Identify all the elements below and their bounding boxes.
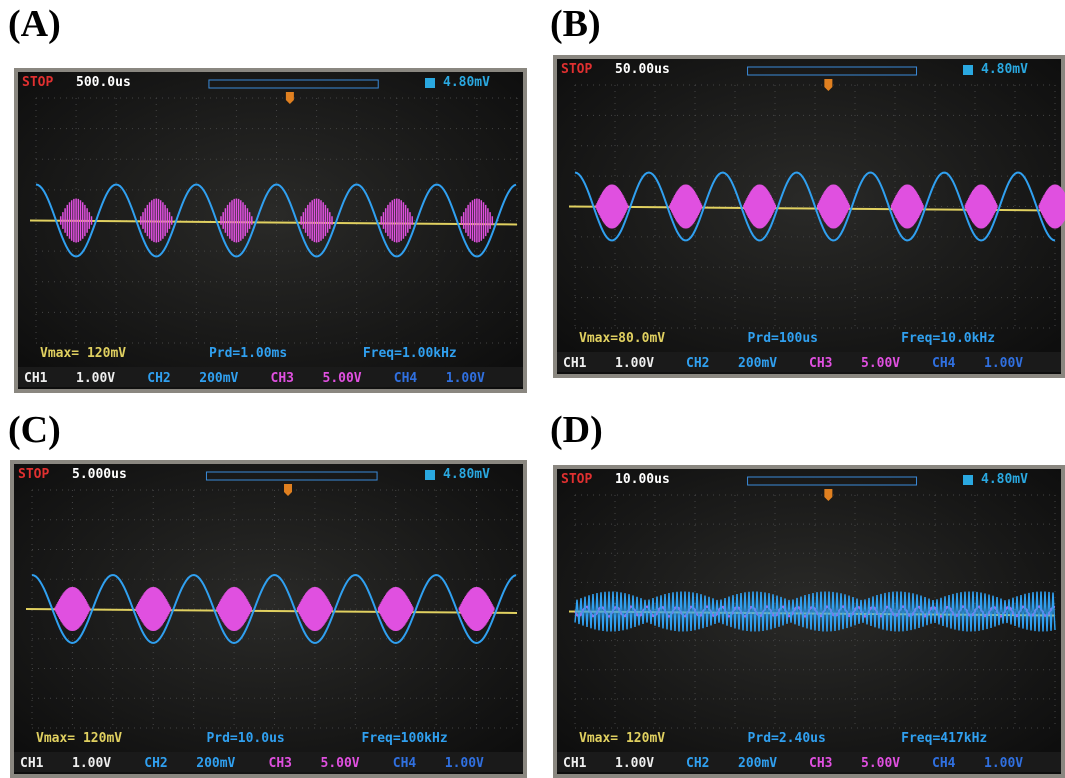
period: Prd=10.0us [206,731,284,746]
trigger-level: 4.80mV [443,467,490,482]
channel-name: CH4 [393,756,417,771]
channel-scale: 1.00V [446,371,485,386]
channel3-trace [595,184,1065,229]
status: STOP [561,472,592,487]
frequency: Freq=10.0kHz [901,331,995,346]
channel-scale: 200mV [196,756,235,771]
channel3-trace [54,587,495,631]
channel-scale: 5.00V [321,756,360,771]
channel-scale: 1.00V [984,756,1023,771]
screen-face [18,72,523,389]
trigger-level: 4.80mV [443,75,490,90]
scope-screen: STOP 50.00us 4.80mV Vmax=80.0mV Prd=100us Fre… [553,55,1065,378]
channel-name: CH3 [271,371,294,386]
channel-bar [18,367,523,387]
frequency: Freq=100kHz [362,731,448,746]
channel-scale: 5.00V [861,756,900,771]
channel-scale: 1.00V [76,371,115,386]
vmax: Vmax= 120mV [579,731,665,746]
trigger-level: 4.80mV [981,62,1028,77]
timebase: 10.00us [615,472,670,487]
memory-bar [747,476,918,486]
memory-bar [205,471,378,481]
scope-screen: STOP 10.00us 4.80mV Vmax= 120mV Prd=2.40us Fr… [553,465,1065,778]
channel-name: CH1 [20,756,44,771]
channel-name: CH1 [563,356,587,371]
channel-name: CH2 [144,756,167,771]
channel-name: CH1 [24,371,48,386]
panel-label: (A) [8,3,61,45]
channel2-trace [35,183,517,258]
scope-screen: STOP 5.000us 4.80mV Vmax= 120mV Prd=10.0us Fr… [10,460,527,778]
baseline [25,608,518,614]
channel-icon [425,470,435,480]
channel-name: CH4 [932,356,956,371]
channel-scale: 1.00V [72,756,111,771]
channel-bar [557,752,1061,772]
channel2-trace [574,591,1056,632]
channel2-trace [574,171,1056,242]
vmax: Vmax=80.0mV [579,331,665,346]
status: STOP [18,467,49,482]
channel2-trace [31,573,517,645]
status: STOP [22,75,53,90]
channel-scale: 5.00V [861,356,900,371]
channel-icon [425,78,435,88]
channel-name: CH2 [147,371,170,386]
screen-face [14,464,523,774]
period: Prd=2.40us [748,731,826,746]
channel-scale: 1.00V [984,356,1023,371]
status: STOP [561,62,592,77]
channel-scale: 200mV [738,756,777,771]
channel-bar [557,352,1061,372]
timebase: 50.00us [615,62,670,77]
channel-name: CH3 [269,756,292,771]
trigger-marker [824,489,833,501]
trigger-marker [285,92,294,104]
panel-label: (D) [550,409,603,451]
trigger-marker [284,484,293,496]
vmax: Vmax= 120mV [36,731,122,746]
screen-face [557,469,1061,774]
channel-name: CH3 [809,756,832,771]
channel-scale: 200mV [199,371,238,386]
channel-scale: 200mV [738,356,777,371]
channel-icon [963,475,973,485]
channel-name: CH4 [932,756,956,771]
frequency: Freq=417kHz [901,731,987,746]
channel-name: CH2 [686,756,709,771]
channel-scale: 5.00V [323,371,362,386]
channel-scale: 1.00V [445,756,484,771]
channel-icon [963,65,973,75]
vmax: Vmax= 120mV [40,346,126,361]
scope-screen: STOP 500.0us 4.80mV Vmax= 120mV Prd=1.00ms Fr… [14,68,527,393]
channel-scale: 1.00V [615,756,654,771]
channel-bar [14,752,523,772]
channel-name: CH4 [394,371,418,386]
baseline [29,219,518,226]
memory-bar [208,79,379,89]
trigger-level: 4.80mV [981,472,1028,487]
panel-label: (C) [8,409,61,451]
timebase: 5.000us [72,467,127,482]
memory-bar [747,66,918,76]
period: Prd=100us [748,331,818,346]
channel-scale: 1.00V [615,356,654,371]
channel-name: CH3 [809,356,832,371]
panel-label: (B) [550,3,601,45]
channel-name: CH2 [686,356,709,371]
frequency: Freq=1.00kHz [363,346,457,361]
trigger-marker [824,79,833,91]
channel-name: CH1 [563,756,587,771]
timebase: 500.0us [76,75,131,90]
period: Prd=1.00ms [209,346,287,361]
